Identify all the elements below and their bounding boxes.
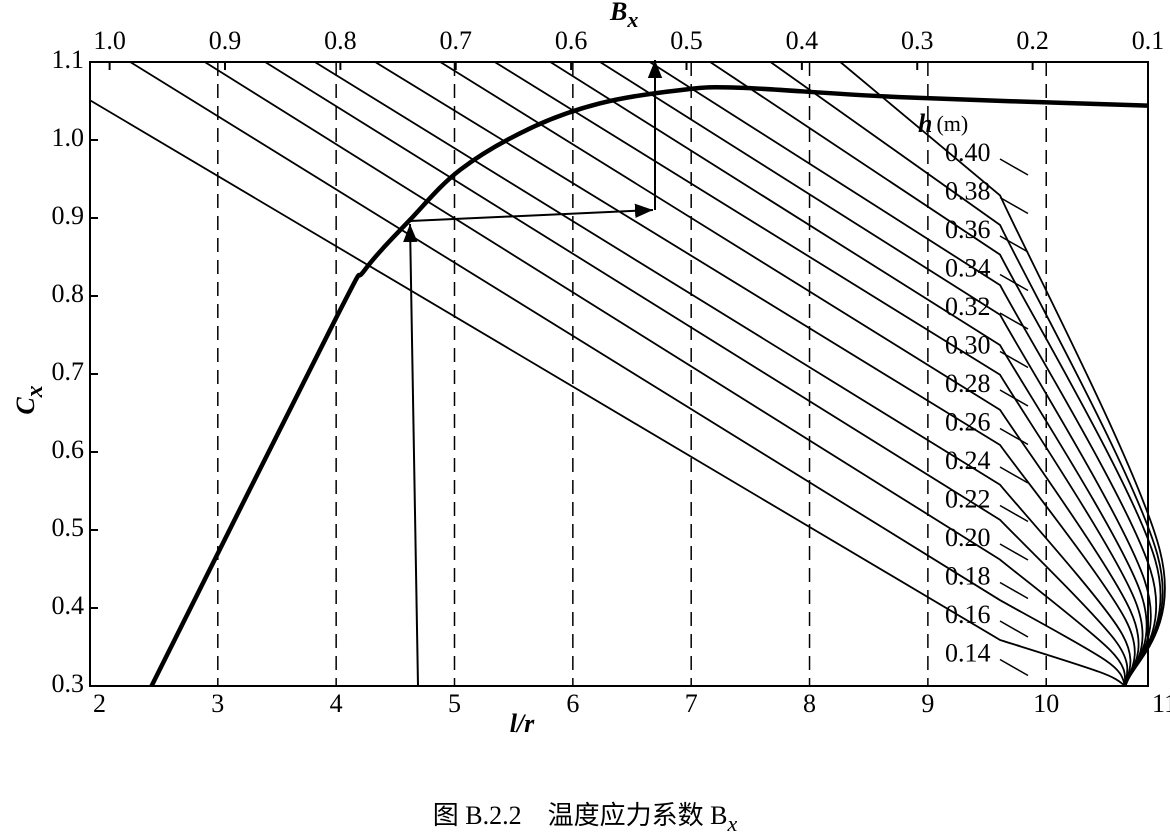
- x2-axis-label: Bx: [609, 0, 638, 32]
- y-tick-label: 0.5: [52, 513, 85, 542]
- h-leader: [999, 350, 1029, 369]
- y-axis-label-main: C: [11, 397, 40, 415]
- x2-tick-label: 0.9: [209, 26, 242, 55]
- h-label: 0.40: [945, 138, 991, 167]
- h-line: [89, 99, 1126, 687]
- h-leader: [999, 466, 1029, 484]
- h-line: [709, 61, 1162, 687]
- h-leader: [999, 620, 1029, 638]
- x2-tick-label: 0.4: [786, 26, 819, 55]
- h-line: [839, 61, 1166, 687]
- x2-tick-label: 0.3: [901, 26, 934, 55]
- x2-tick-label: 0.1: [1132, 26, 1165, 55]
- h-label: 0.32: [945, 292, 991, 321]
- h-leader: [999, 158, 1029, 176]
- x-tick-label: 4: [330, 689, 343, 718]
- x2-tick-label: 0.8: [324, 26, 357, 55]
- h-line: [314, 61, 1132, 687]
- x2-axis-label-main: B: [609, 0, 627, 26]
- h-leader: [999, 543, 1029, 561]
- caption-main: 图 B.2.2 温度应力系数 B: [433, 801, 728, 830]
- x2-axis-label-sub: x: [626, 7, 638, 32]
- h-leader: [999, 581, 1029, 600]
- y-tick-label: 1.1: [52, 45, 85, 74]
- y-tick-label: 0.6: [52, 435, 85, 464]
- h-label: 0.14: [945, 638, 991, 667]
- h-leader: [999, 427, 1029, 446]
- x-tick-label: 5: [448, 689, 461, 718]
- x-axis-label: l/r: [510, 709, 535, 738]
- x-tick-label: 10: [1033, 689, 1059, 718]
- x-tick-label: 6: [566, 689, 579, 718]
- h-label: 0.20: [945, 523, 991, 552]
- h-line: [264, 61, 1129, 687]
- h-leader: [999, 196, 1029, 215]
- h-label: 0.24: [945, 446, 991, 475]
- x-tick-label: 7: [685, 689, 698, 718]
- x-tick-label: 3: [211, 689, 224, 718]
- x2-tick-label: 0.2: [1016, 26, 1049, 55]
- x2-tick-label: 0.6: [555, 26, 588, 55]
- h-label: 0.30: [945, 330, 991, 359]
- h-label: 0.28: [945, 369, 991, 398]
- y-axis-label-sub: x: [22, 385, 48, 398]
- h-line: [204, 61, 1127, 687]
- h-label: 0.16: [945, 600, 991, 629]
- example-arrow: [409, 203, 654, 222]
- caption: 图 B.2.2 温度应力系数 Bx: [433, 801, 738, 836]
- legend-title-unit: (m): [936, 111, 968, 136]
- y-axis-label: Cx: [11, 385, 48, 414]
- x-tick-label: 11: [1152, 689, 1170, 718]
- x2-tick-label: 0.7: [439, 26, 472, 55]
- x-tick-label: 9: [921, 689, 934, 718]
- h-label: 0.22: [945, 484, 991, 513]
- h-leader: [999, 389, 1029, 407]
- x2-tick-label: 1.0: [93, 26, 126, 55]
- h-line: [374, 61, 1136, 687]
- x2-tick-label: 0.5: [670, 26, 703, 55]
- h-label: 0.26: [945, 407, 991, 436]
- h-leader: [999, 235, 1029, 253]
- example-arrow: [403, 223, 419, 687]
- y-tick-label: 1.0: [52, 123, 85, 152]
- y-tick-label: 0.7: [52, 357, 85, 386]
- h-label: 0.18: [945, 561, 991, 590]
- y-tick-label: 0.8: [52, 279, 85, 308]
- y-tick-label: 0.4: [52, 591, 85, 620]
- h-line: [599, 61, 1152, 687]
- y-tick-label: 0.3: [52, 669, 85, 698]
- h-label: 0.34: [945, 253, 991, 282]
- caption-sub: x: [726, 811, 737, 836]
- cx-curve: [149, 84, 1149, 688]
- x-tick-label: 2: [93, 689, 106, 718]
- h-leader: [999, 504, 1029, 523]
- h-leader: [999, 658, 1029, 677]
- h-label: 0.36: [945, 215, 991, 244]
- h-leader: [999, 273, 1029, 292]
- h-line: [549, 61, 1148, 687]
- x-tick-label: 8: [803, 689, 816, 718]
- y-tick-label: 0.9: [52, 201, 85, 230]
- h-line: [129, 61, 1127, 687]
